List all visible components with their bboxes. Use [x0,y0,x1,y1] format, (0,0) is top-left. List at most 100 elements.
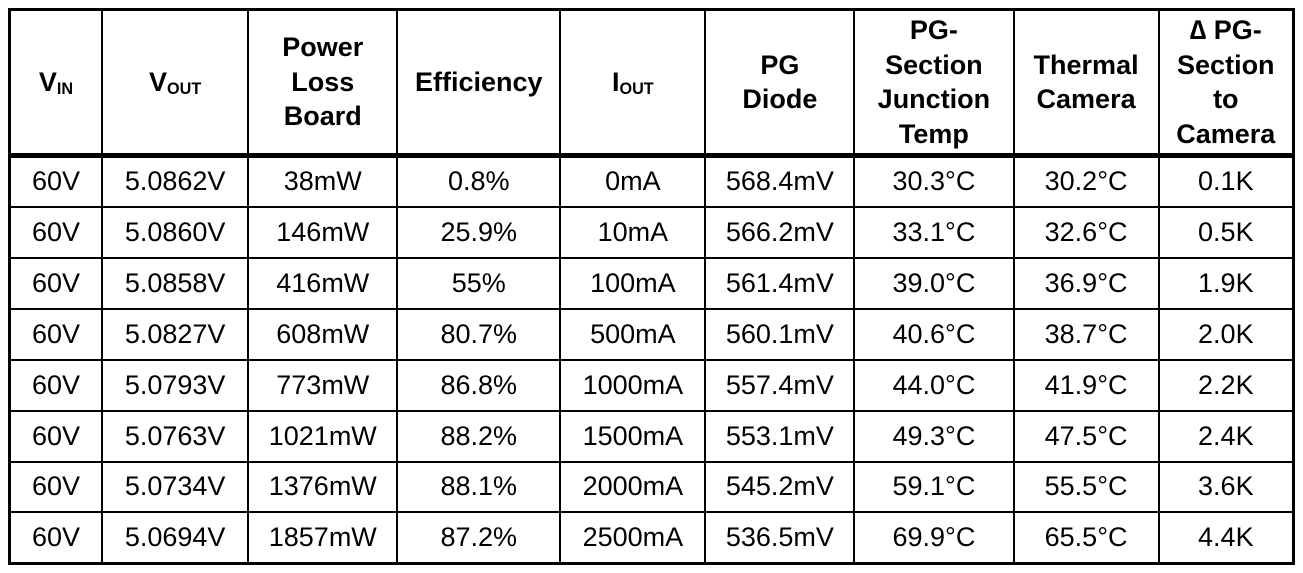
measurement-table: VIN VOUT Power Loss Board Efficiency IOU… [8,8,1295,565]
table-row: 60V 5.0858V 416mW 55% 100mA 561.4mV 39.0°C 36.9… [8,256,1295,310]
table-cell: 536.5mV [704,511,856,565]
table-cell: 10mA [559,205,707,259]
column-header-pg-section-junction-temp: PG- Section Junction Temp [853,8,1015,159]
table-cell: 25.9% [396,205,562,259]
table-cell: 60V [8,460,103,514]
table-cell: 561.4mV [704,256,856,310]
column-header-delta-pg-section-to-camera: ∆ PG- Section to Camera [1157,8,1295,159]
table-cell: 65.5°C [1012,511,1160,565]
table-cell: 5.0858V [100,256,250,310]
column-header-label: V [38,66,57,97]
table-cell: 1021mW [247,409,399,463]
table-row: 60V 5.0763V 1021mW 88.2% 1500mA 553.1mV 49.3°C… [8,409,1295,463]
table-cell: 2500mA [559,511,707,565]
column-header-label: PG Diode [742,49,818,115]
table-cell: 60V [8,154,103,208]
table-cell: 87.2% [396,511,562,565]
table-cell: 59.1°C [853,460,1015,514]
table-cell: 5.0694V [100,511,250,565]
table-cell: 553.1mV [704,409,856,463]
table-cell: 2.0K [1157,307,1295,361]
column-header-label: Efficiency [415,66,543,97]
table-cell: 568.4mV [704,154,856,208]
table-cell: 2.4K [1157,409,1295,463]
table-cell: 80.7% [396,307,562,361]
table-cell: 0.1K [1157,154,1295,208]
table-cell: 60V [8,358,103,412]
column-header-subscript: OUT [619,79,654,98]
table-cell: 38mW [247,154,399,208]
table-cell: 60V [8,205,103,259]
table-cell: 1376mW [247,460,399,514]
table-cell: 4.4K [1157,511,1295,565]
table-cell: 60V [8,256,103,310]
table-cell: 1000mA [559,358,707,412]
table-cell: 5.0860V [100,205,250,259]
column-header-iout: IOUT [559,8,707,159]
table-cell: 500mA [559,307,707,361]
table-row: 60V 5.0793V 773mW 86.8% 1000mA 557.4mV 44.0°C 4… [8,358,1295,412]
table-cell: 0mA [559,154,707,208]
table-cell: 69.9°C [853,511,1015,565]
table-cell: 55% [396,256,562,310]
table-cell: 60V [8,307,103,361]
table-cell: 416mW [247,256,399,310]
table-cell: 0.8% [396,154,562,208]
table-cell: 5.0862V [100,154,250,208]
table-cell: 5.0763V [100,409,250,463]
table-cell: 44.0°C [853,358,1015,412]
table-cell: 1.9K [1157,256,1295,310]
table-cell: 38.7°C [1012,307,1160,361]
table-cell: 557.4mV [704,358,856,412]
table-cell: 5.0827V [100,307,250,361]
column-header-label: V [149,66,168,97]
table-cell: 88.2% [396,409,562,463]
column-header-efficiency: Efficiency [396,8,562,159]
table-cell: 3.6K [1157,460,1295,514]
table-cell: 560.1mV [704,307,856,361]
table-cell: 39.0°C [853,256,1015,310]
table-header-row: VIN VOUT Power Loss Board Efficiency IOU… [8,8,1295,159]
table-cell: 30.3°C [853,154,1015,208]
column-header-label: ∆ PG- Section to Camera [1176,15,1276,149]
table-cell: 32.6°C [1012,205,1160,259]
table-cell: 60V [8,511,103,565]
table-cell: 40.6°C [853,307,1015,361]
table-cell: 36.9°C [1012,256,1160,310]
column-header-vin: VIN [8,8,103,159]
table-cell: 2000mA [559,460,707,514]
column-header-label: PG- Section Junction Temp [877,15,991,149]
table-row: 60V 5.0734V 1376mW 88.1% 2000mA 545.2mV 59.1°C… [8,460,1295,514]
table-cell: 545.2mV [704,460,856,514]
table-row: 60V 5.0860V 146mW 25.9% 10mA 566.2mV 33.1°C 32.… [8,205,1295,259]
table-cell: 55.5°C [1012,460,1160,514]
table-cell: 30.2°C [1012,154,1160,208]
table-row: 60V 5.0694V 1857mW 87.2% 2500mA 536.5mV 69.9°C… [8,511,1295,565]
table-cell: 100mA [559,256,707,310]
column-header-vout: VOUT [100,8,250,159]
table-cell: 5.0734V [100,460,250,514]
table-cell: 1500mA [559,409,707,463]
table-row: 60V 5.0827V 608mW 80.7% 500mA 560.1mV 40.6°C 38… [8,307,1295,361]
column-header-label: Power Loss Board [282,32,364,132]
table-cell: 88.1% [396,460,562,514]
table-cell: 146mW [247,205,399,259]
column-header-subscript: OUT [167,79,202,98]
table-cell: 86.8% [396,358,562,412]
table-cell: 41.9°C [1012,358,1160,412]
column-header-thermal-camera: Thermal Camera [1012,8,1160,159]
table-cell: 33.1°C [853,205,1015,259]
column-header-pg-diode: PG Diode [704,8,856,159]
table-cell: 49.3°C [853,409,1015,463]
table-cell: 608mW [247,307,399,361]
table-cell: 47.5°C [1012,409,1160,463]
table-cell: 773mW [247,358,399,412]
column-header-subscript: IN [56,79,74,98]
column-header-power-loss-board: Power Loss Board [247,8,399,159]
column-header-label: I [612,66,620,97]
table-cell: 2.2K [1157,358,1295,412]
table-cell: 1857mW [247,511,399,565]
table-cell: 60V [8,409,103,463]
table-cell: 5.0793V [100,358,250,412]
